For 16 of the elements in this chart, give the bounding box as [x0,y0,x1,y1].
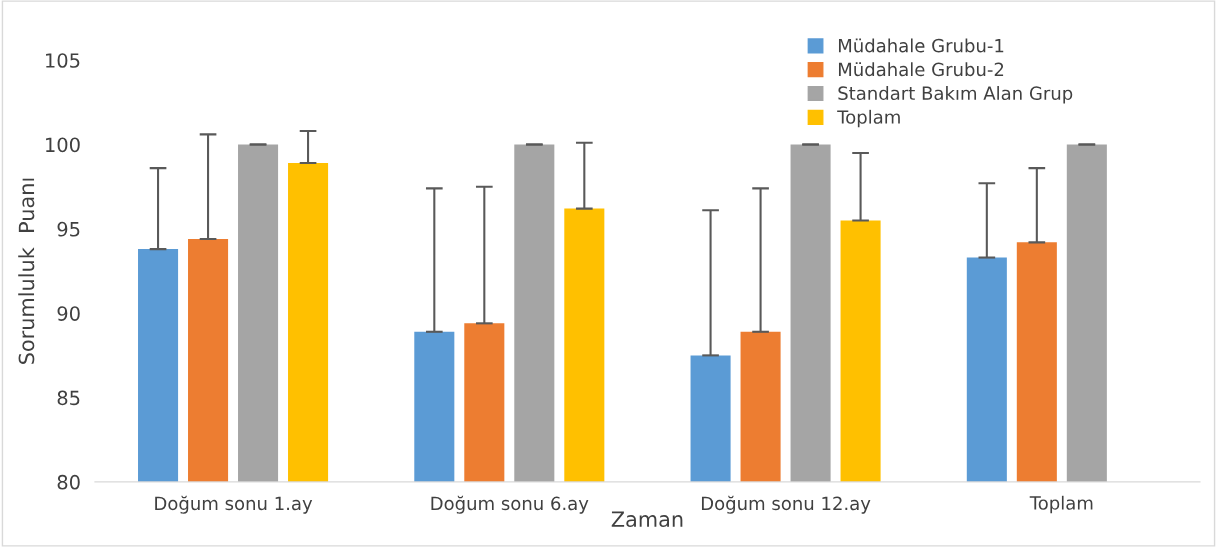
x-tick-label: Doğum sonu 1.ay [155,495,313,514]
y-tick-label: 85 [57,390,80,406]
x-axis-title: Zaman [611,511,683,528]
y-tick-label: 80 [57,474,80,490]
y-tick-label: 90 [57,306,80,321]
legend-label: Müdahale Grubu-2 [838,62,1004,77]
x-tick-label: Toplam [1029,495,1093,514]
x-tick-label: Doğum sonu 6.ay [431,495,589,514]
y-tick-label: 105 [46,53,80,68]
x-tick-label: Doğum sonu 12.ay [701,495,871,514]
legend-label: Standart Bakım Alan Grup [838,86,1073,104]
y-tick-label: 95 [57,221,80,237]
legend-label: Müdahale Grubu-1 [838,38,1004,53]
y-tick-label: 100 [46,137,80,153]
legend-label: Toplam [837,109,900,128]
y-axis-title: Sorumluluk Puanı [18,178,35,364]
